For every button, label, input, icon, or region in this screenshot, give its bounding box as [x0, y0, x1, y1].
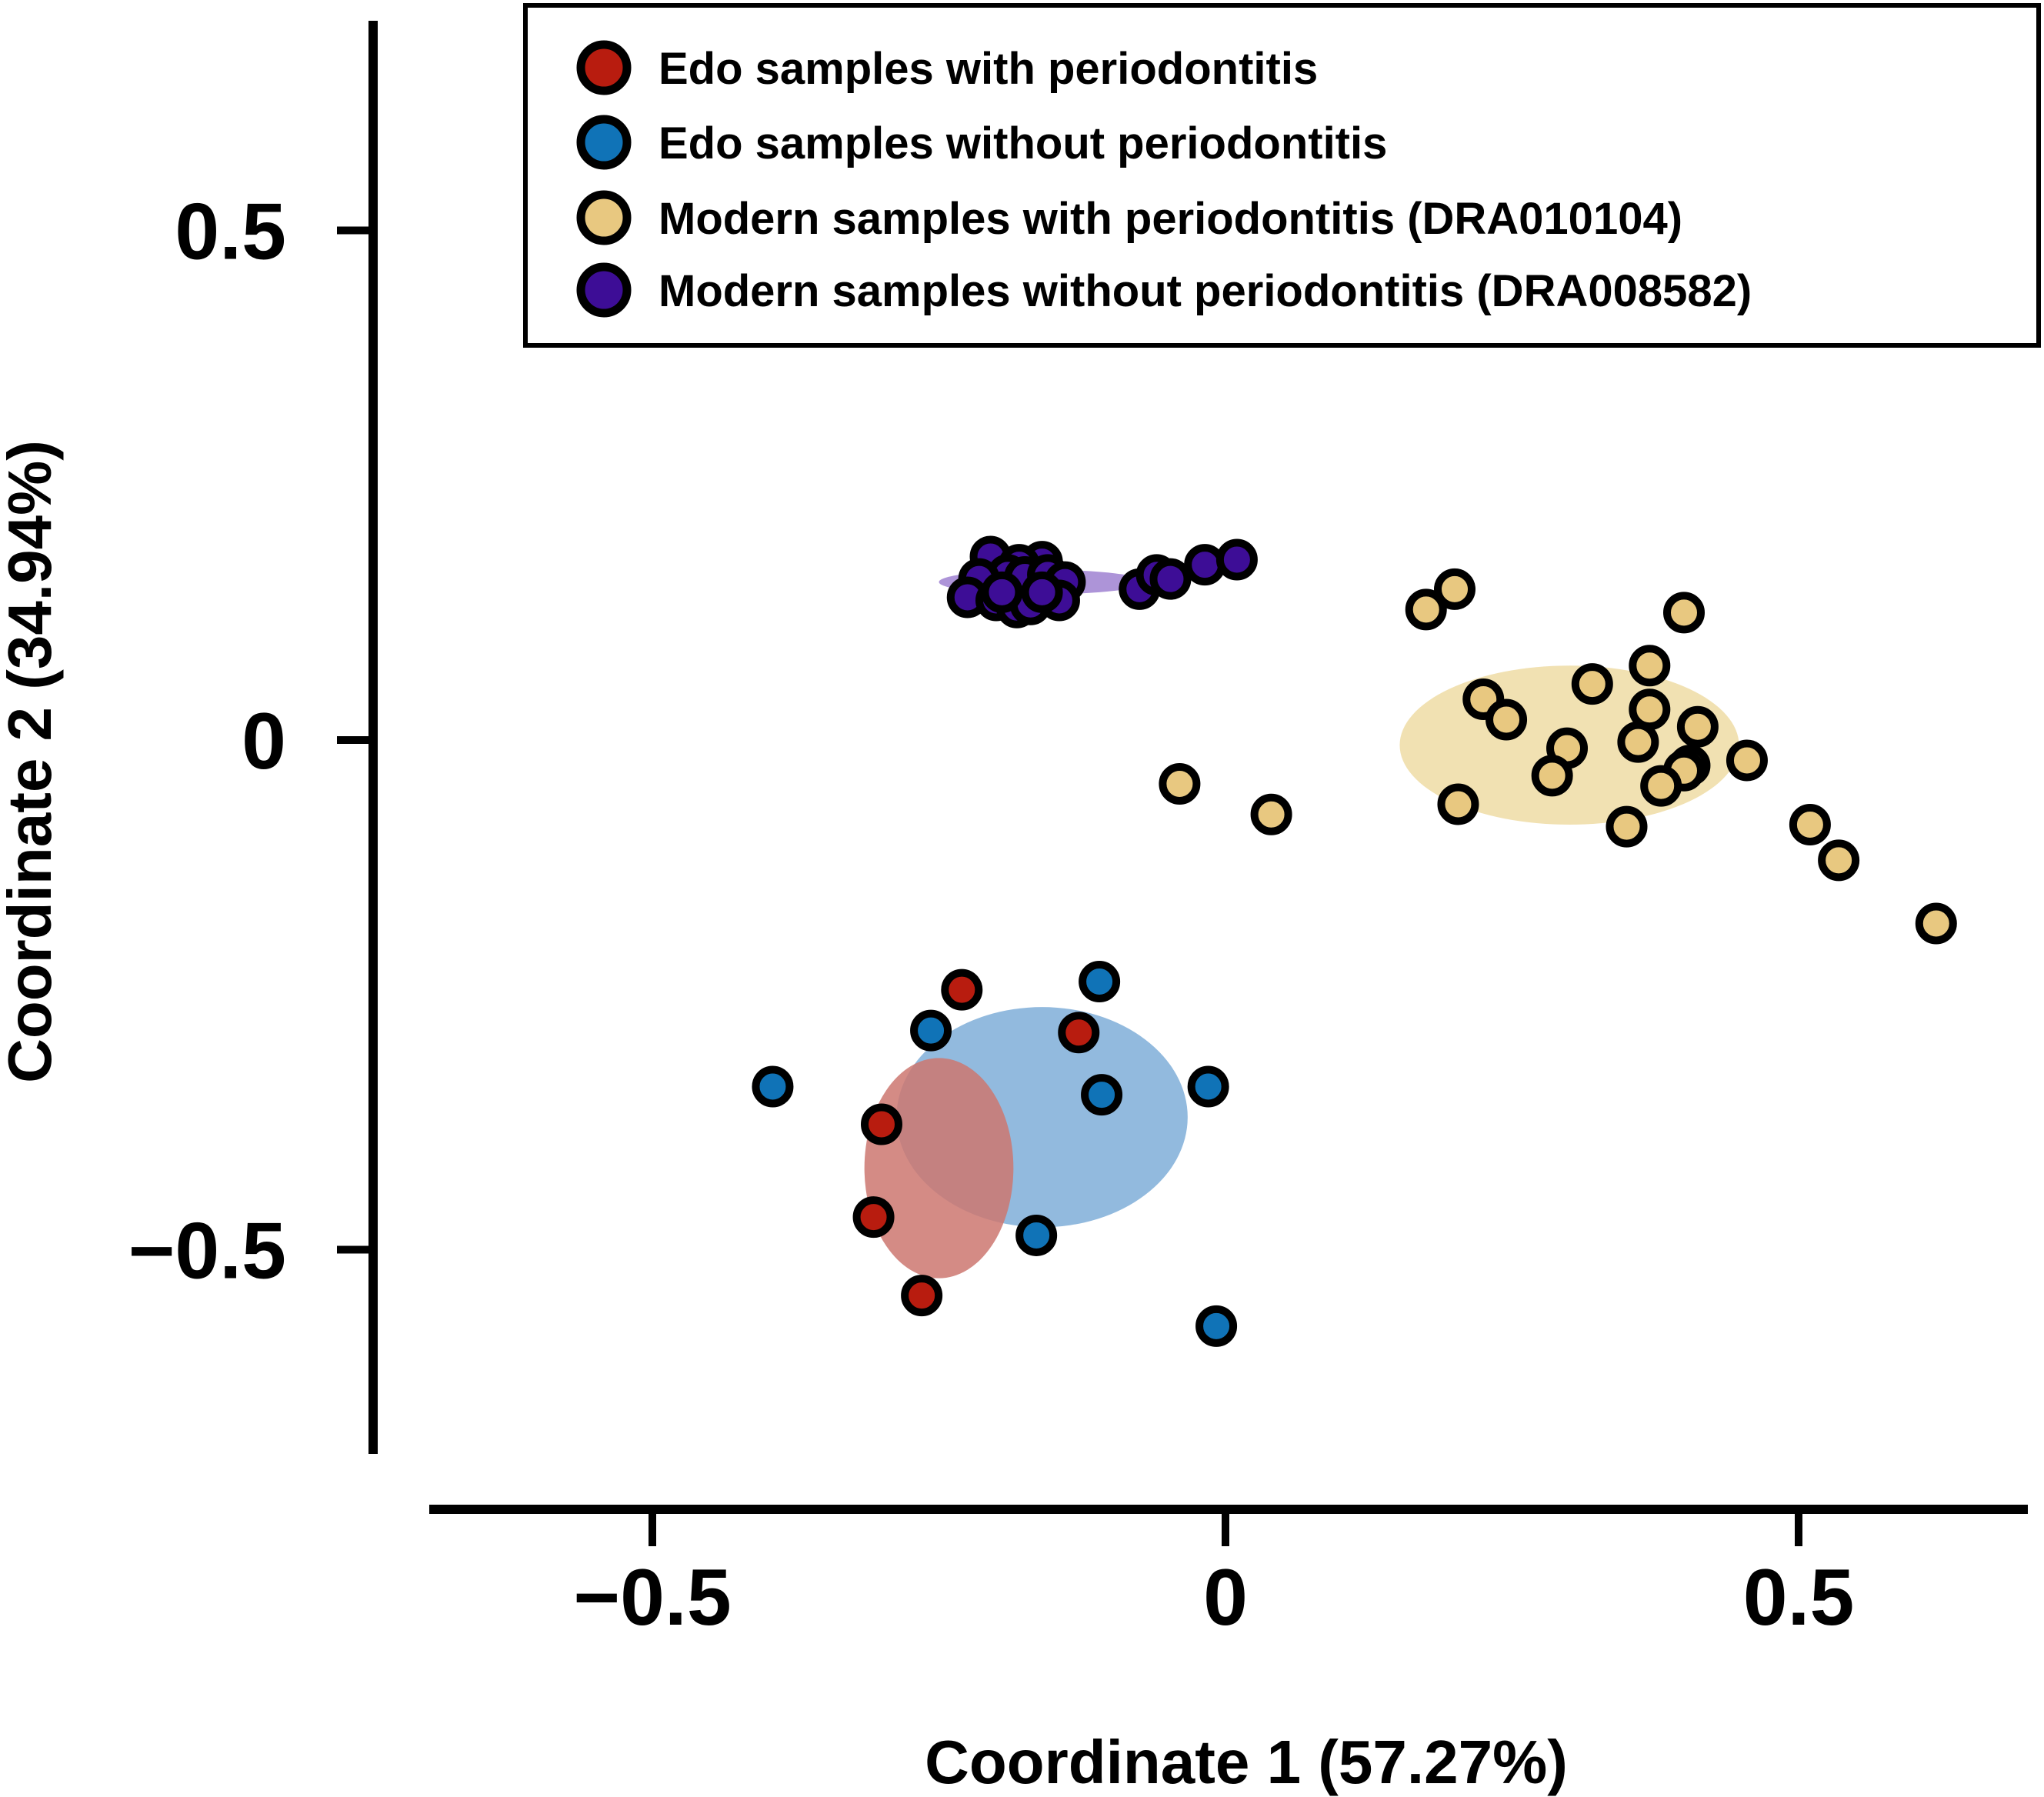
legend-marker: [576, 262, 632, 318]
data-point-series-2: [1159, 762, 1201, 805]
legend-marker: [576, 190, 632, 245]
data-point-series-0: [1058, 1012, 1100, 1054]
data-point-series-2: [1726, 739, 1768, 782]
x-tick-label: 0.5: [1743, 1553, 1855, 1642]
data-point-series-2: [1789, 803, 1831, 845]
data-point-series-1: [910, 1009, 952, 1052]
data-point-series-3: [981, 571, 1023, 613]
data-point-series-3: [1021, 571, 1063, 613]
data-point-series-2: [1617, 721, 1659, 763]
legend-label: Edo samples with periodontitis: [659, 44, 1318, 94]
data-point-series-2: [1629, 688, 1671, 731]
data-point-series-2: [1437, 783, 1479, 825]
data-point-series-3: [1184, 544, 1226, 586]
legend-label: Modern samples without periodontitis (DR…: [659, 266, 1752, 316]
data-point-series-2: [1434, 568, 1475, 610]
legend: Edo samples with periodontitis Edo sample…: [523, 3, 2041, 348]
x-ticks: −0.5 0 0.5: [573, 1509, 1854, 1642]
y-tick-label: 0.5: [175, 188, 286, 277]
data-point-series-2: [1485, 698, 1528, 741]
data-point-series-1: [1187, 1065, 1229, 1108]
data-point-series-0: [852, 1196, 895, 1239]
legend-marker: [576, 115, 632, 170]
y-axis-title: Coordinate 2 (34.94%): [0, 440, 64, 1083]
data-point-series-1: [752, 1065, 794, 1108]
data-point-series-2: [1571, 663, 1613, 705]
x-tick-label: −0.5: [573, 1553, 731, 1642]
data-points: [752, 535, 1957, 1347]
data-point-series-2: [1676, 705, 1719, 748]
data-point-series-2: [1405, 588, 1447, 631]
data-point-series-1: [1015, 1214, 1058, 1256]
x-tick-label: 0: [1203, 1553, 1248, 1642]
data-point-series-2: [1663, 592, 1705, 634]
data-point-series-2: [1629, 645, 1671, 687]
data-point-series-0: [861, 1103, 902, 1145]
y-tick-label: 0: [242, 697, 286, 786]
data-point-series-0: [941, 969, 983, 1011]
legend-label: Edo samples without periodontitis: [659, 118, 1387, 168]
axes: 0.5 0 −0.5 −0.5 0 0.5: [128, 21, 2028, 1642]
data-point-series-2: [1640, 765, 1682, 807]
data-point-series-1: [1081, 1074, 1123, 1116]
legend-label: Modern samples with periodontitis (DRA01…: [659, 194, 1682, 244]
y-ticks: 0.5 0 −0.5: [128, 188, 373, 1296]
legend-box: [523, 3, 2041, 348]
data-point-series-3: [1215, 538, 1258, 581]
y-tick-label: −0.5: [128, 1207, 286, 1296]
data-point-series-2: [1606, 805, 1648, 848]
data-point-series-1: [1079, 961, 1121, 1003]
data-point-series-2: [1818, 839, 1860, 882]
legend-marker: [576, 40, 632, 95]
data-point-series-1: [1195, 1305, 1238, 1347]
data-point-series-0: [901, 1275, 943, 1317]
data-point-series-2: [1531, 755, 1573, 797]
x-axis-title: Coordinate 1 (57.27%): [925, 1728, 1568, 1796]
data-point-series-3: [1149, 558, 1192, 600]
data-point-series-2: [1915, 902, 1957, 945]
ellipse-series-0: [864, 1058, 1014, 1279]
data-point-series-2: [1250, 793, 1292, 835]
